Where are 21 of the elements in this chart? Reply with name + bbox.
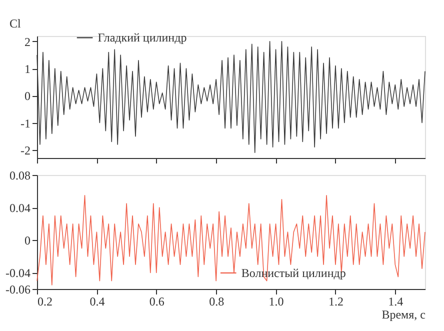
legend-label: Гладкий цилиндр bbox=[98, 30, 187, 45]
x-axis-title: Время, с bbox=[382, 308, 426, 322]
x-tick-label: 0.4 bbox=[90, 294, 105, 308]
y-tick-label: -0.04 bbox=[6, 266, 30, 280]
y-tick-label: -1 bbox=[20, 116, 30, 130]
x-tick-label: 1.2 bbox=[328, 294, 344, 308]
x-tick-label: 0.2 bbox=[38, 294, 52, 308]
x-tick-label: 1.0 bbox=[268, 294, 284, 308]
x-tick-label: 0.6 bbox=[149, 294, 164, 308]
y-tick-label: -2 bbox=[20, 143, 30, 158]
x-tick-label: 0.8 bbox=[209, 294, 224, 308]
y-tick-label: 0 bbox=[24, 89, 30, 104]
line-series bbox=[36, 194, 426, 286]
y-tick-label: -0.06 bbox=[6, 282, 30, 296]
y-tick-label: 0 bbox=[24, 234, 30, 248]
y-tick-label: 0.08 bbox=[10, 168, 30, 182]
y-tick-label: 0.04 bbox=[10, 201, 30, 216]
x-tick-label: 1.4 bbox=[388, 294, 404, 308]
y-tick-label: 2 bbox=[24, 34, 30, 49]
y-axis-title: Cl bbox=[10, 16, 22, 30]
y-tick-label: 1 bbox=[24, 62, 30, 76]
